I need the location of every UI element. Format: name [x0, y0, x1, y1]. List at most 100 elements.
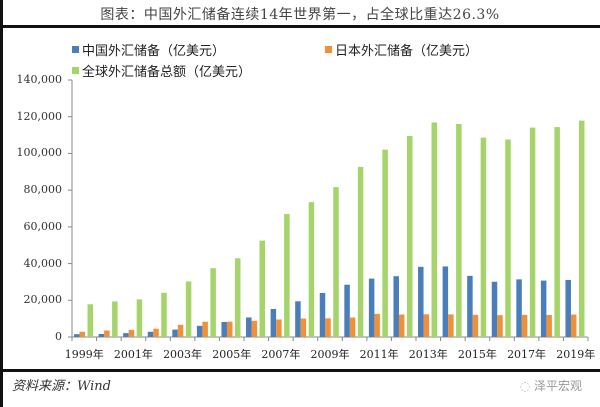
- bar-japan-2002: [153, 328, 159, 337]
- x-tick-label: 2019年: [556, 348, 596, 361]
- bar-japan-2016: [497, 315, 503, 337]
- bar-world-2018: [554, 127, 560, 337]
- bar-world-2014: [456, 123, 462, 337]
- x-tick-label: 2011年: [359, 348, 399, 361]
- bar-china-2010: [344, 284, 350, 337]
- y-tick-label: 40,000: [23, 256, 63, 270]
- bar-china-2011: [368, 278, 375, 337]
- bar-world-2002: [161, 292, 167, 337]
- bar-china-2016: [491, 281, 498, 337]
- bar-japan-2018: [546, 314, 552, 337]
- chart-title: 图表：中国外汇储备连续14年世界第一，占全球比重达26.3%: [100, 7, 500, 23]
- y-tick-label: 60,000: [23, 219, 63, 233]
- x-tick-label: 2013年: [408, 348, 448, 361]
- bar-world-2016: [505, 139, 511, 337]
- bar-japan-2009: [325, 318, 331, 337]
- bar-world-2013: [431, 122, 438, 337]
- legend-swatch-world: [72, 67, 79, 74]
- x-tick-label: 1999年: [64, 348, 104, 361]
- bar-china-2006: [246, 317, 252, 337]
- legend-japan: 日本外汇储备（亿美元）: [325, 40, 478, 59]
- bar-china-2001: [123, 333, 129, 337]
- brand-watermark: ◌ 泽平宏观: [520, 377, 582, 394]
- bar-japan-2008: [300, 318, 307, 337]
- bar-china-2004: [196, 325, 203, 337]
- bar-japan-2001: [128, 329, 135, 337]
- x-tick-label: 2009年: [310, 348, 350, 361]
- bar-world-2009: [333, 187, 339, 337]
- bar-world-2001: [136, 299, 143, 337]
- bar-japan-2017: [521, 314, 528, 337]
- y-tick-label: 120,000: [16, 109, 63, 123]
- legend-china: 中国外汇储备（亿美元）: [72, 40, 225, 59]
- bar-japan-2013: [423, 314, 430, 337]
- bar-japan-2004: [202, 321, 208, 337]
- bar-world-2006: [259, 240, 266, 337]
- bar-japan-2006: [251, 320, 258, 337]
- bar-japan-2005: [226, 321, 233, 337]
- bar-world-2011: [382, 149, 388, 337]
- bar-china-2002: [147, 331, 154, 337]
- bar-china-2013: [418, 266, 424, 337]
- bar-china-2018: [540, 280, 547, 337]
- legend-swatch-japan: [325, 46, 332, 53]
- bar-china-2003: [172, 329, 178, 337]
- title-rule: [3, 25, 600, 28]
- x-tick-label: 2017年: [507, 348, 547, 361]
- brand-label: 泽平宏观: [533, 379, 582, 393]
- x-tick-label: 2003年: [163, 348, 203, 361]
- y-tick-label: 80,000: [23, 183, 63, 197]
- bar-china-2007: [270, 308, 277, 337]
- legend-label-japan: 日本外汇储备（亿美元）: [335, 44, 479, 59]
- bar-china-2012: [393, 276, 399, 337]
- bar-china-2008: [295, 301, 301, 337]
- bar-japan-1999: [79, 331, 86, 337]
- y-tick-label: 100,000: [16, 146, 63, 160]
- bar-world-1999: [87, 304, 94, 337]
- x-tick-label: 2001年: [113, 348, 153, 361]
- bar-world-2007: [284, 214, 290, 337]
- legend-swatch-china: [72, 46, 79, 53]
- bar-japan-2012: [398, 314, 405, 337]
- x-tick-label: 2005年: [212, 348, 252, 361]
- footer-rule: [3, 369, 600, 372]
- bar-world-2005: [234, 258, 241, 337]
- y-tick-label: 140,000: [16, 73, 63, 86]
- bar-world-2010: [357, 166, 364, 337]
- bar-china-2014: [442, 266, 449, 337]
- bar-world-2008: [308, 202, 315, 337]
- bar-china-2000: [98, 333, 105, 337]
- bar-china-2015: [467, 275, 473, 337]
- bar-japan-2010: [349, 317, 356, 337]
- bar-japan-2007: [276, 319, 282, 337]
- legend-label-china: 中国外汇储备（亿美元）: [82, 44, 226, 59]
- bar-world-2004: [210, 268, 216, 337]
- bar-world-2017: [529, 127, 536, 337]
- bar-china-2009: [319, 292, 326, 337]
- bar-japan-2000: [104, 330, 110, 337]
- bar-world-2012: [406, 135, 413, 337]
- bar-japan-2011: [374, 313, 380, 337]
- bar-world-2019: [578, 120, 585, 337]
- bar-china-2019: [565, 279, 571, 337]
- bar-japan-2003: [177, 324, 184, 337]
- left-border: [0, 0, 3, 407]
- x-tick-label: 2015年: [457, 348, 497, 361]
- bar-japan-2014: [448, 314, 454, 337]
- bar-world-2015: [480, 137, 487, 337]
- legend-label-world: 全球外汇储备总额（亿美元）: [82, 65, 252, 80]
- bar-world-2003: [185, 281, 192, 337]
- bar-world-2000: [112, 301, 118, 337]
- bar-japan-2019: [570, 314, 577, 337]
- x-tick-label: 2007年: [261, 348, 301, 361]
- legend-world: 全球外汇储备总额（亿美元）: [72, 61, 251, 80]
- source-note: 资料来源：Wind: [12, 379, 111, 394]
- bar-china-1999: [74, 334, 80, 337]
- bar-china-2017: [516, 279, 522, 337]
- bar-japan-2015: [472, 314, 479, 337]
- y-tick-label: 0: [55, 330, 62, 343]
- bar-china-2005: [221, 321, 227, 337]
- y-tick-label: 20,000: [23, 293, 63, 307]
- wechat-icon: ◌: [519, 379, 534, 393]
